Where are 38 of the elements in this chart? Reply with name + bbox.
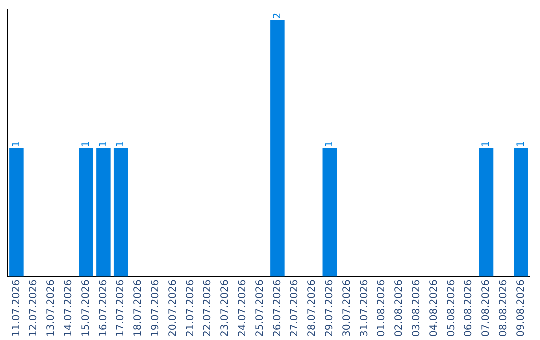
x-tick-label: 11.07.2026 (11, 280, 22, 338)
x-tick-label: 28.07.2026 (307, 280, 318, 338)
x-tick-label: 06.08.2026 (464, 280, 475, 338)
x-tick-label: 04.08.2026 (428, 280, 440, 338)
x-tick-label: 17.07.2026 (116, 280, 127, 338)
x-tick-label: 02.08.2026 (394, 280, 406, 338)
x-tick-label: 20.07.2026 (168, 280, 179, 338)
data-label: 1 (516, 141, 527, 148)
x-tick-label: 01.08.2026 (376, 280, 388, 338)
x-tick-label: 24.07.2026 (237, 280, 248, 338)
data-label: 1 (11, 141, 22, 148)
data-label: 1 (98, 141, 110, 148)
x-tick-label: 22.07.2026 (202, 280, 214, 338)
x-tick-label: 03.08.2026 (411, 280, 422, 338)
x-tick-label: 16.07.2026 (98, 280, 110, 338)
x-tick-label: 12.07.2026 (28, 280, 40, 338)
x-tick-label: 08.08.2026 (498, 280, 510, 338)
x-tick-label: 21.07.2026 (185, 280, 196, 338)
x-tick-label: 05.08.2026 (446, 280, 458, 338)
data-label: 2 (272, 12, 284, 20)
x-tick-label: 14.07.2026 (63, 280, 74, 338)
data-label: 1 (481, 141, 492, 148)
x-tick-label: 30.07.2026 (342, 280, 353, 338)
x-tick-label: 31.07.2026 (359, 280, 370, 338)
x-tick-label: 29.07.2026 (324, 280, 336, 338)
x-tick-label: 27.07.2026 (290, 280, 301, 338)
x-tick-label: 23.07.2026 (220, 280, 232, 338)
x-tick-label: 07.08.2026 (481, 280, 492, 338)
data-label: 1 (80, 141, 92, 148)
x-tick-label: 19.07.2026 (150, 280, 162, 338)
x-tick-label: 18.07.2026 (133, 280, 144, 338)
x-tick-label: 25.07.2026 (254, 280, 266, 338)
x-tick-label: 13.07.2026 (46, 280, 58, 338)
x-tick-label: 09.08.2026 (516, 280, 527, 338)
data-label: 1 (116, 141, 127, 148)
data-label: 1 (324, 141, 336, 148)
x-tick-label: 15.07.2026 (80, 280, 92, 338)
x-tick-label: 26.07.2026 (272, 280, 284, 338)
